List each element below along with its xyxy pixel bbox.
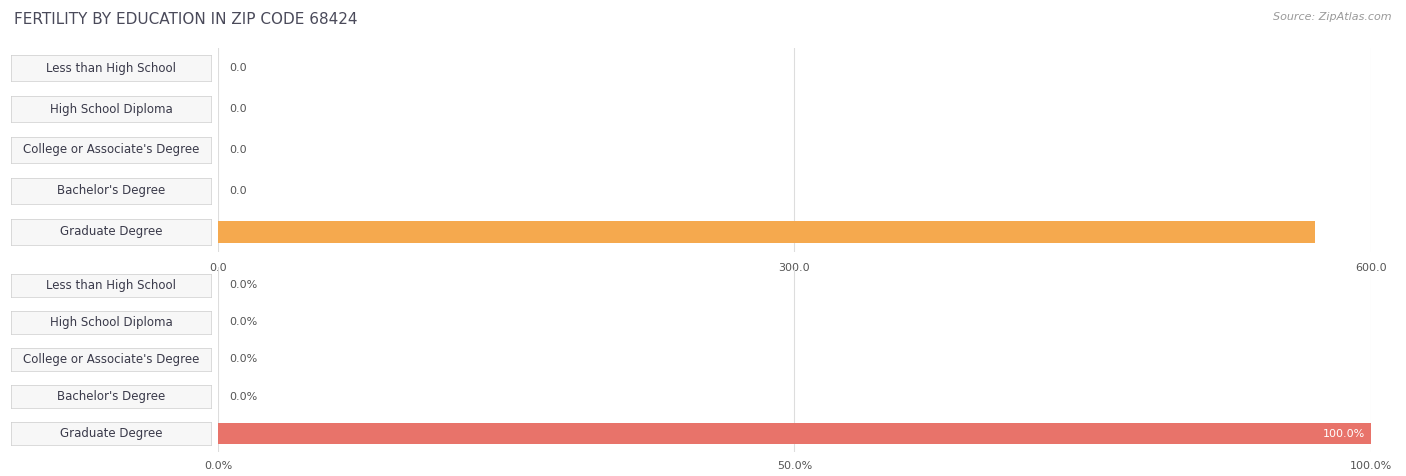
Text: Less than High School: Less than High School xyxy=(46,61,176,75)
Text: College or Associate's Degree: College or Associate's Degree xyxy=(22,143,200,157)
Text: 571.0: 571.0 xyxy=(1333,227,1365,237)
Text: 0.0: 0.0 xyxy=(209,263,226,273)
Text: High School Diploma: High School Diploma xyxy=(49,316,173,329)
Text: Bachelor's Degree: Bachelor's Degree xyxy=(58,184,165,198)
Text: 0.0%: 0.0% xyxy=(229,280,257,290)
Text: 0.0: 0.0 xyxy=(229,186,247,196)
Bar xyxy=(218,220,1315,243)
Text: 0.0: 0.0 xyxy=(229,145,247,155)
Text: Bachelor's Degree: Bachelor's Degree xyxy=(58,390,165,403)
Text: Graduate Degree: Graduate Degree xyxy=(60,427,162,440)
Text: 100.0%: 100.0% xyxy=(1350,462,1392,472)
Bar xyxy=(218,424,1371,444)
Text: 100.0%: 100.0% xyxy=(1323,428,1365,439)
Text: Less than High School: Less than High School xyxy=(46,278,176,292)
Text: Source: ZipAtlas.com: Source: ZipAtlas.com xyxy=(1274,12,1392,22)
Text: FERTILITY BY EDUCATION IN ZIP CODE 68424: FERTILITY BY EDUCATION IN ZIP CODE 68424 xyxy=(14,12,357,27)
Text: College or Associate's Degree: College or Associate's Degree xyxy=(22,353,200,366)
Text: 600.0: 600.0 xyxy=(1355,263,1386,273)
Text: 50.0%: 50.0% xyxy=(776,462,813,472)
Text: 0.0%: 0.0% xyxy=(229,391,257,402)
Text: 0.0%: 0.0% xyxy=(229,317,257,327)
Text: 300.0: 300.0 xyxy=(779,263,810,273)
Text: 0.0: 0.0 xyxy=(229,63,247,73)
Text: 0.0: 0.0 xyxy=(229,104,247,114)
Text: 0.0%: 0.0% xyxy=(204,462,232,472)
Text: 0.0%: 0.0% xyxy=(229,354,257,365)
Text: Graduate Degree: Graduate Degree xyxy=(60,225,162,238)
Text: High School Diploma: High School Diploma xyxy=(49,102,173,116)
